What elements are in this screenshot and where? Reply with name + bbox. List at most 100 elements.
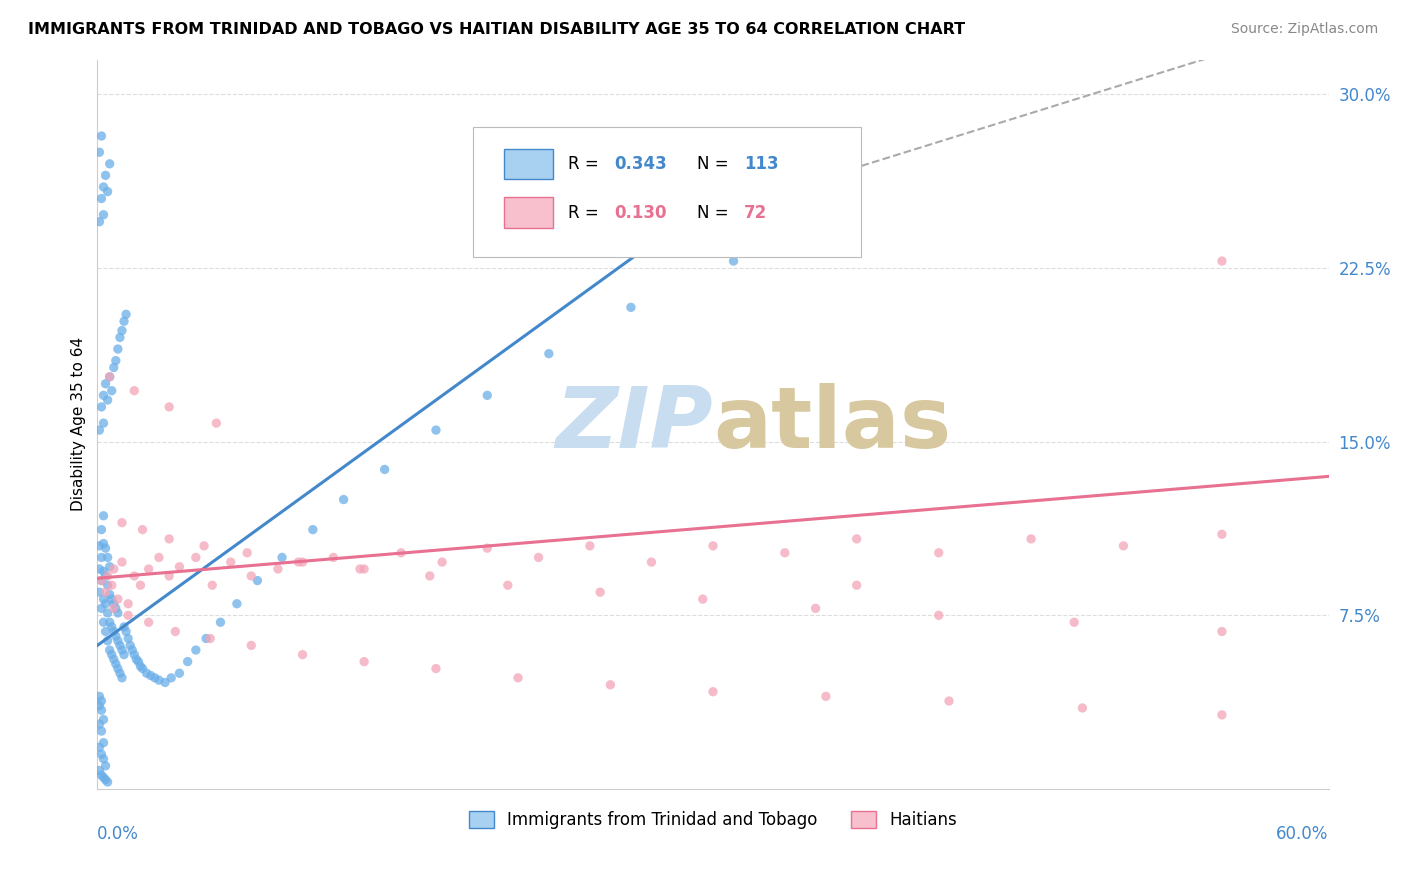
Point	[108, 330, 131, 344]
Point	[100, 578, 122, 592]
Point	[89, 698, 111, 713]
Point	[1019, 532, 1042, 546]
Point	[90, 574, 112, 588]
Point	[94, 759, 117, 773]
Point	[97, 550, 120, 565]
Point	[98, 587, 121, 601]
Text: R =: R =	[568, 155, 603, 173]
Point	[89, 764, 111, 778]
Point	[98, 157, 121, 171]
Point	[773, 546, 796, 560]
Point	[125, 652, 148, 666]
Point	[131, 523, 153, 537]
Point	[103, 562, 125, 576]
Point	[153, 675, 176, 690]
Point	[94, 585, 117, 599]
Point	[104, 629, 127, 643]
Point	[94, 624, 117, 639]
Point	[1063, 615, 1085, 630]
Point	[322, 550, 344, 565]
Point	[97, 569, 120, 583]
Point	[157, 569, 180, 583]
Point	[692, 592, 714, 607]
Point	[89, 717, 111, 731]
Point	[120, 639, 142, 653]
Point	[93, 736, 115, 750]
Point	[89, 145, 111, 160]
Text: N =: N =	[697, 155, 734, 173]
Point	[97, 578, 120, 592]
Point	[94, 541, 117, 556]
Point	[107, 606, 129, 620]
Point	[90, 724, 112, 739]
Point	[98, 559, 121, 574]
Point	[246, 574, 269, 588]
Point	[1112, 539, 1135, 553]
Point	[332, 492, 354, 507]
Point	[100, 620, 122, 634]
Point	[103, 360, 125, 375]
Point	[165, 624, 187, 639]
Point	[537, 346, 560, 360]
Point	[93, 752, 115, 766]
Point	[148, 673, 170, 688]
Point	[425, 662, 447, 676]
Point	[89, 562, 111, 576]
Point	[111, 671, 134, 685]
Point	[107, 662, 129, 676]
Point	[111, 643, 134, 657]
Point	[124, 384, 146, 398]
Text: 113: 113	[744, 155, 779, 173]
Point	[97, 633, 120, 648]
Point	[117, 632, 139, 646]
Point	[589, 585, 612, 599]
Point	[353, 562, 375, 576]
Point	[93, 208, 115, 222]
Point	[111, 555, 134, 569]
Point	[104, 601, 127, 615]
Point	[139, 668, 162, 682]
Text: 72: 72	[744, 203, 768, 222]
Point	[814, 690, 837, 704]
Point	[143, 671, 166, 685]
Point	[169, 559, 191, 574]
Point	[240, 639, 263, 653]
Point	[90, 601, 112, 615]
Point	[271, 550, 294, 565]
Point	[620, 301, 643, 315]
Point	[90, 128, 112, 143]
Point	[527, 550, 550, 565]
Point	[135, 666, 157, 681]
Point	[938, 694, 960, 708]
Point	[93, 564, 115, 578]
Point	[89, 539, 111, 553]
Text: R =: R =	[568, 203, 603, 222]
Text: atlas: atlas	[713, 383, 952, 466]
Point	[98, 615, 121, 630]
Point	[240, 569, 263, 583]
Point	[93, 536, 115, 550]
Point	[100, 384, 122, 398]
Legend: Immigrants from Trinidad and Tobago, Haitians: Immigrants from Trinidad and Tobago, Hai…	[463, 804, 963, 835]
Point	[723, 254, 745, 268]
Point	[349, 562, 371, 576]
Point	[267, 562, 290, 576]
Point	[702, 539, 724, 553]
Point	[93, 508, 115, 523]
Point	[121, 643, 143, 657]
Point	[97, 775, 120, 789]
Point	[90, 523, 112, 537]
Point	[103, 601, 125, 615]
Point	[200, 632, 222, 646]
Point	[111, 516, 134, 530]
Point	[93, 615, 115, 630]
Point	[90, 192, 112, 206]
Point	[112, 314, 135, 328]
Point	[205, 416, 228, 430]
Point	[90, 694, 112, 708]
Point	[100, 648, 122, 662]
Point	[389, 546, 412, 560]
FancyBboxPatch shape	[472, 127, 860, 257]
Point	[129, 578, 152, 592]
Point	[90, 400, 112, 414]
